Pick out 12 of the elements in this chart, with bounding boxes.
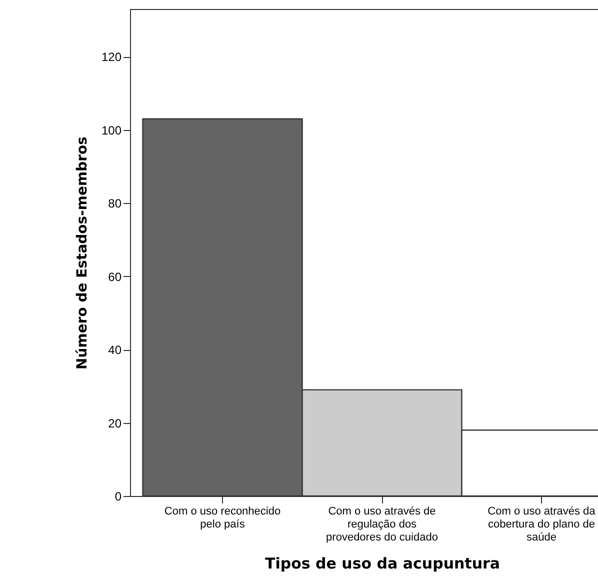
y-tick-label: 20	[108, 416, 122, 430]
x-tick-label: Com o uso reconhecido pelo país	[164, 506, 281, 530]
x-tick-label: Com o uso através de regulação dos provedores do cuidado	[326, 506, 438, 544]
y-tick-label: 40	[108, 343, 122, 358]
y-tick-label: 0	[114, 490, 122, 504]
y-tick-label: 120	[101, 50, 122, 64]
x-axis-title: Tipos de uso da acupuntura	[264, 554, 500, 572]
y-tick-label: 100	[101, 123, 122, 138]
y-tick-label: 80	[108, 196, 122, 211]
x-tick-label: Com o uso através da cobertura do plano de saúde	[488, 506, 596, 544]
y-axis-title: Número de Estados-membros	[74, 136, 90, 370]
y-tick-label: 60	[108, 270, 122, 284]
